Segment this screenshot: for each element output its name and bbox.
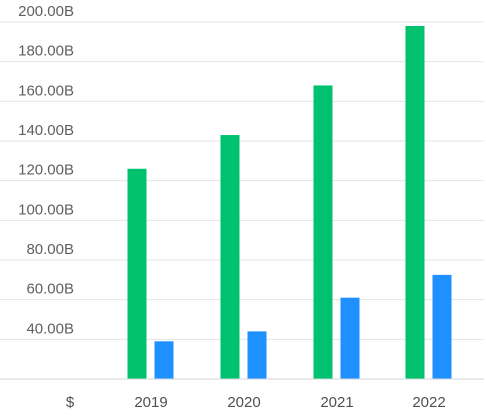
y-tick-label: 200.00B [18,3,74,20]
y-tick-label: 100.00B [18,201,74,218]
y-axis-tick-labels: 40.00B 60.00B 80.00B 100.00B 120.00B 140.00B 1… [18,3,74,337]
x-tick-label: 2021 [320,394,353,411]
bar-2021-series-1[interactable] [313,85,333,379]
x-tick-label: 2022 [412,394,445,411]
bar-2020-series-1[interactable] [220,135,240,379]
bar-2022-series-2[interactable] [432,274,452,379]
x-tick-label: 2020 [227,394,260,411]
y-tick-label: 80.00B [26,241,74,258]
x-axis-tick-labels: 2019 2020 2021 2022 [134,394,445,411]
y-tick-label: 140.00B [18,122,74,139]
y-tick-label: 60.00B [26,281,74,298]
y-axis-unit-label: $ [66,394,75,411]
bar-2021-series-2[interactable] [340,297,360,379]
bars [127,25,452,379]
gridlines [0,21,484,340]
bar-2022-series-1[interactable] [405,25,425,379]
y-tick-label: 120.00B [18,162,74,179]
y-tick-label: 40.00B [26,320,74,337]
bar-2019-series-2[interactable] [154,341,174,379]
y-tick-label: 180.00B [18,43,74,60]
y-tick-label: 160.00B [18,82,74,99]
bar-2020-series-2[interactable] [247,331,267,379]
bar-2019-series-1[interactable] [127,168,147,379]
x-tick-label: 2019 [134,394,167,411]
